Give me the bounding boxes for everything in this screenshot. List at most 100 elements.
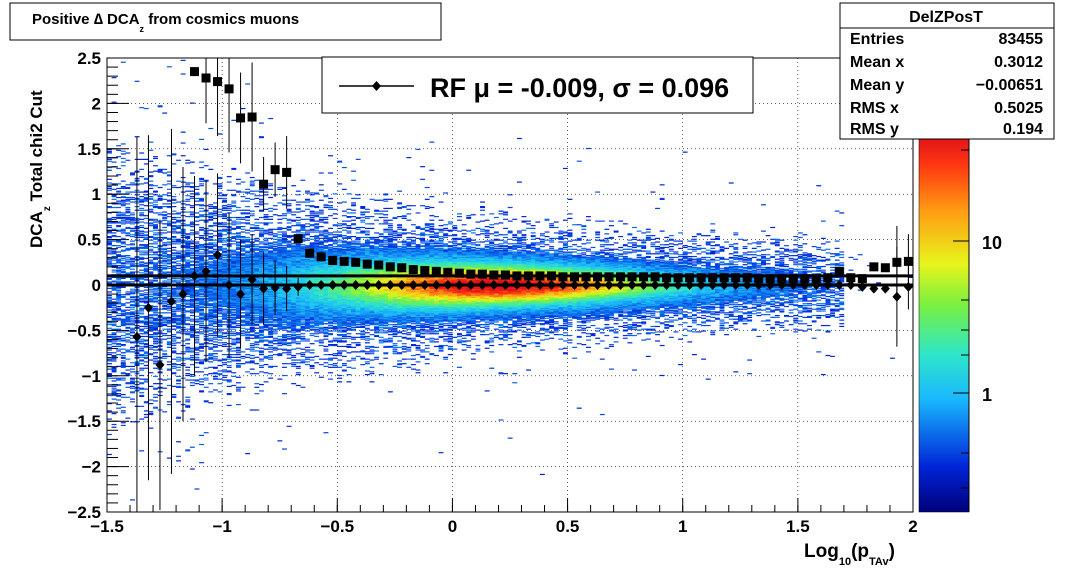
- heatmap-cell: [272, 252, 278, 254]
- heatmap-cell: [189, 193, 195, 195]
- heatmap-cell: [245, 277, 251, 279]
- heatmap-cell: [120, 153, 126, 155]
- heatmap-cell: [153, 359, 158, 361]
- heatmap-cell: [258, 122, 264, 124]
- heatmap-cell: [111, 269, 117, 271]
- heatmap-cell: [226, 379, 232, 381]
- heatmap-cell: [300, 249, 306, 251]
- heatmap-cell: [194, 279, 200, 281]
- heatmap-cell: [217, 359, 223, 361]
- heatmap-cell: [300, 307, 306, 309]
- heatmap-cell: [120, 352, 126, 354]
- heatmap-cell: [208, 291, 214, 293]
- heatmap-cell: [272, 244, 278, 246]
- heatmap-cell: [143, 324, 149, 326]
- heatmap-cell: [226, 204, 232, 206]
- heatmap-cell: [300, 318, 306, 320]
- heatmap-cell: [217, 304, 223, 306]
- heatmap-cell: [235, 354, 241, 356]
- heatmap-cell: [194, 348, 200, 350]
- heatmap-cell: [268, 334, 274, 336]
- heatmap-cell: [291, 322, 297, 324]
- heatmap-cell: [258, 270, 264, 272]
- heatmap-cell: [194, 315, 200, 318]
- heatmap-cell: [171, 289, 177, 291]
- heatmap-cell: [291, 281, 297, 283]
- heatmap-cell: [263, 298, 269, 300]
- heatmap-cell: [282, 237, 287, 239]
- heatmap-cell: [120, 366, 126, 368]
- heatmap-cell: [217, 235, 223, 238]
- heatmap-cell: [254, 245, 260, 248]
- heatmap-cell: [305, 304, 310, 307]
- heatmap-cell: [148, 286, 154, 289]
- heatmap-cell: [180, 155, 186, 157]
- heatmap-cell: [268, 250, 274, 252]
- heatmap-cell: [120, 322, 126, 324]
- heatmap-cell: [258, 350, 264, 352]
- heatmap-cell: [111, 345, 117, 348]
- heatmap-cell: [300, 247, 306, 249]
- heatmap-cell: [153, 157, 158, 160]
- heatmap-cell: [268, 297, 274, 299]
- heatmap-cell: [291, 301, 297, 303]
- heatmap-cell: [300, 268, 306, 270]
- heatmap-cell: [143, 191, 149, 193]
- heatmap-cell: [171, 395, 177, 397]
- heatmap-cell: [222, 379, 228, 381]
- heatmap-cell: [231, 243, 237, 245]
- heatmap-cell: [125, 336, 131, 338]
- heatmap-cell: [116, 325, 122, 328]
- heatmap-cell: [162, 255, 168, 258]
- heatmap-cell: [185, 449, 191, 451]
- heatmap-cell: [143, 273, 149, 275]
- heatmap-cell: [263, 291, 269, 293]
- heatmap-cell: [111, 369, 117, 371]
- heatmap-cell: [176, 310, 181, 312]
- heatmap-cell: [185, 263, 191, 265]
- heatmap-cell: [240, 298, 246, 300]
- heatmap-cell: [249, 344, 255, 347]
- heatmap-cell: [282, 352, 287, 354]
- heatmap-cell: [277, 295, 283, 298]
- heatmap-cell: [148, 176, 154, 178]
- heatmap-cell: [176, 180, 181, 182]
- heatmap-cell: [249, 185, 255, 187]
- heatmap-cell: [139, 328, 145, 330]
- heatmap-cell: [148, 235, 154, 238]
- heatmap-cell: [286, 290, 292, 292]
- heatmap-cell: [107, 243, 112, 245]
- heatmap-cell: [291, 300, 297, 302]
- heatmap-cell: [185, 290, 191, 292]
- heatmap-cell: [217, 215, 223, 218]
- heatmap-cell: [212, 293, 218, 295]
- heatmap-cell: [148, 218, 154, 220]
- heatmap-cell: [268, 185, 274, 187]
- heatmap-cell: [185, 310, 191, 312]
- heatmap-cell: [245, 300, 251, 302]
- heatmap-cell: [185, 245, 191, 248]
- heatmap-cell: [107, 410, 112, 412]
- heatmap-cell: [120, 196, 126, 199]
- heatmap-cell: [235, 324, 241, 327]
- heatmap-cell: [194, 328, 200, 330]
- heatmap-cell: [231, 322, 237, 324]
- heatmap-cell: [235, 279, 241, 281]
- heatmap-cell: [208, 277, 214, 279]
- heatmap-cell: [245, 246, 251, 249]
- heatmap-cell: [286, 203, 292, 205]
- heatmap-cell: [199, 359, 205, 361]
- heatmap-cell: [240, 200, 246, 202]
- heatmap-cell: [286, 259, 292, 261]
- heatmap-cell: [277, 271, 283, 273]
- heatmap-cell: [185, 316, 191, 318]
- heatmap-cells: [107, 59, 914, 501]
- heatmap-cell: [208, 300, 214, 302]
- heatmap-cell: [130, 381, 135, 383]
- heatmap-cell: [286, 342, 292, 344]
- heatmap-cell: [162, 304, 168, 307]
- heatmap-cell: [116, 216, 122, 219]
- heatmap-cell: [176, 306, 181, 308]
- heatmap-cell: [116, 307, 122, 309]
- heatmap-cell: [111, 240, 117, 242]
